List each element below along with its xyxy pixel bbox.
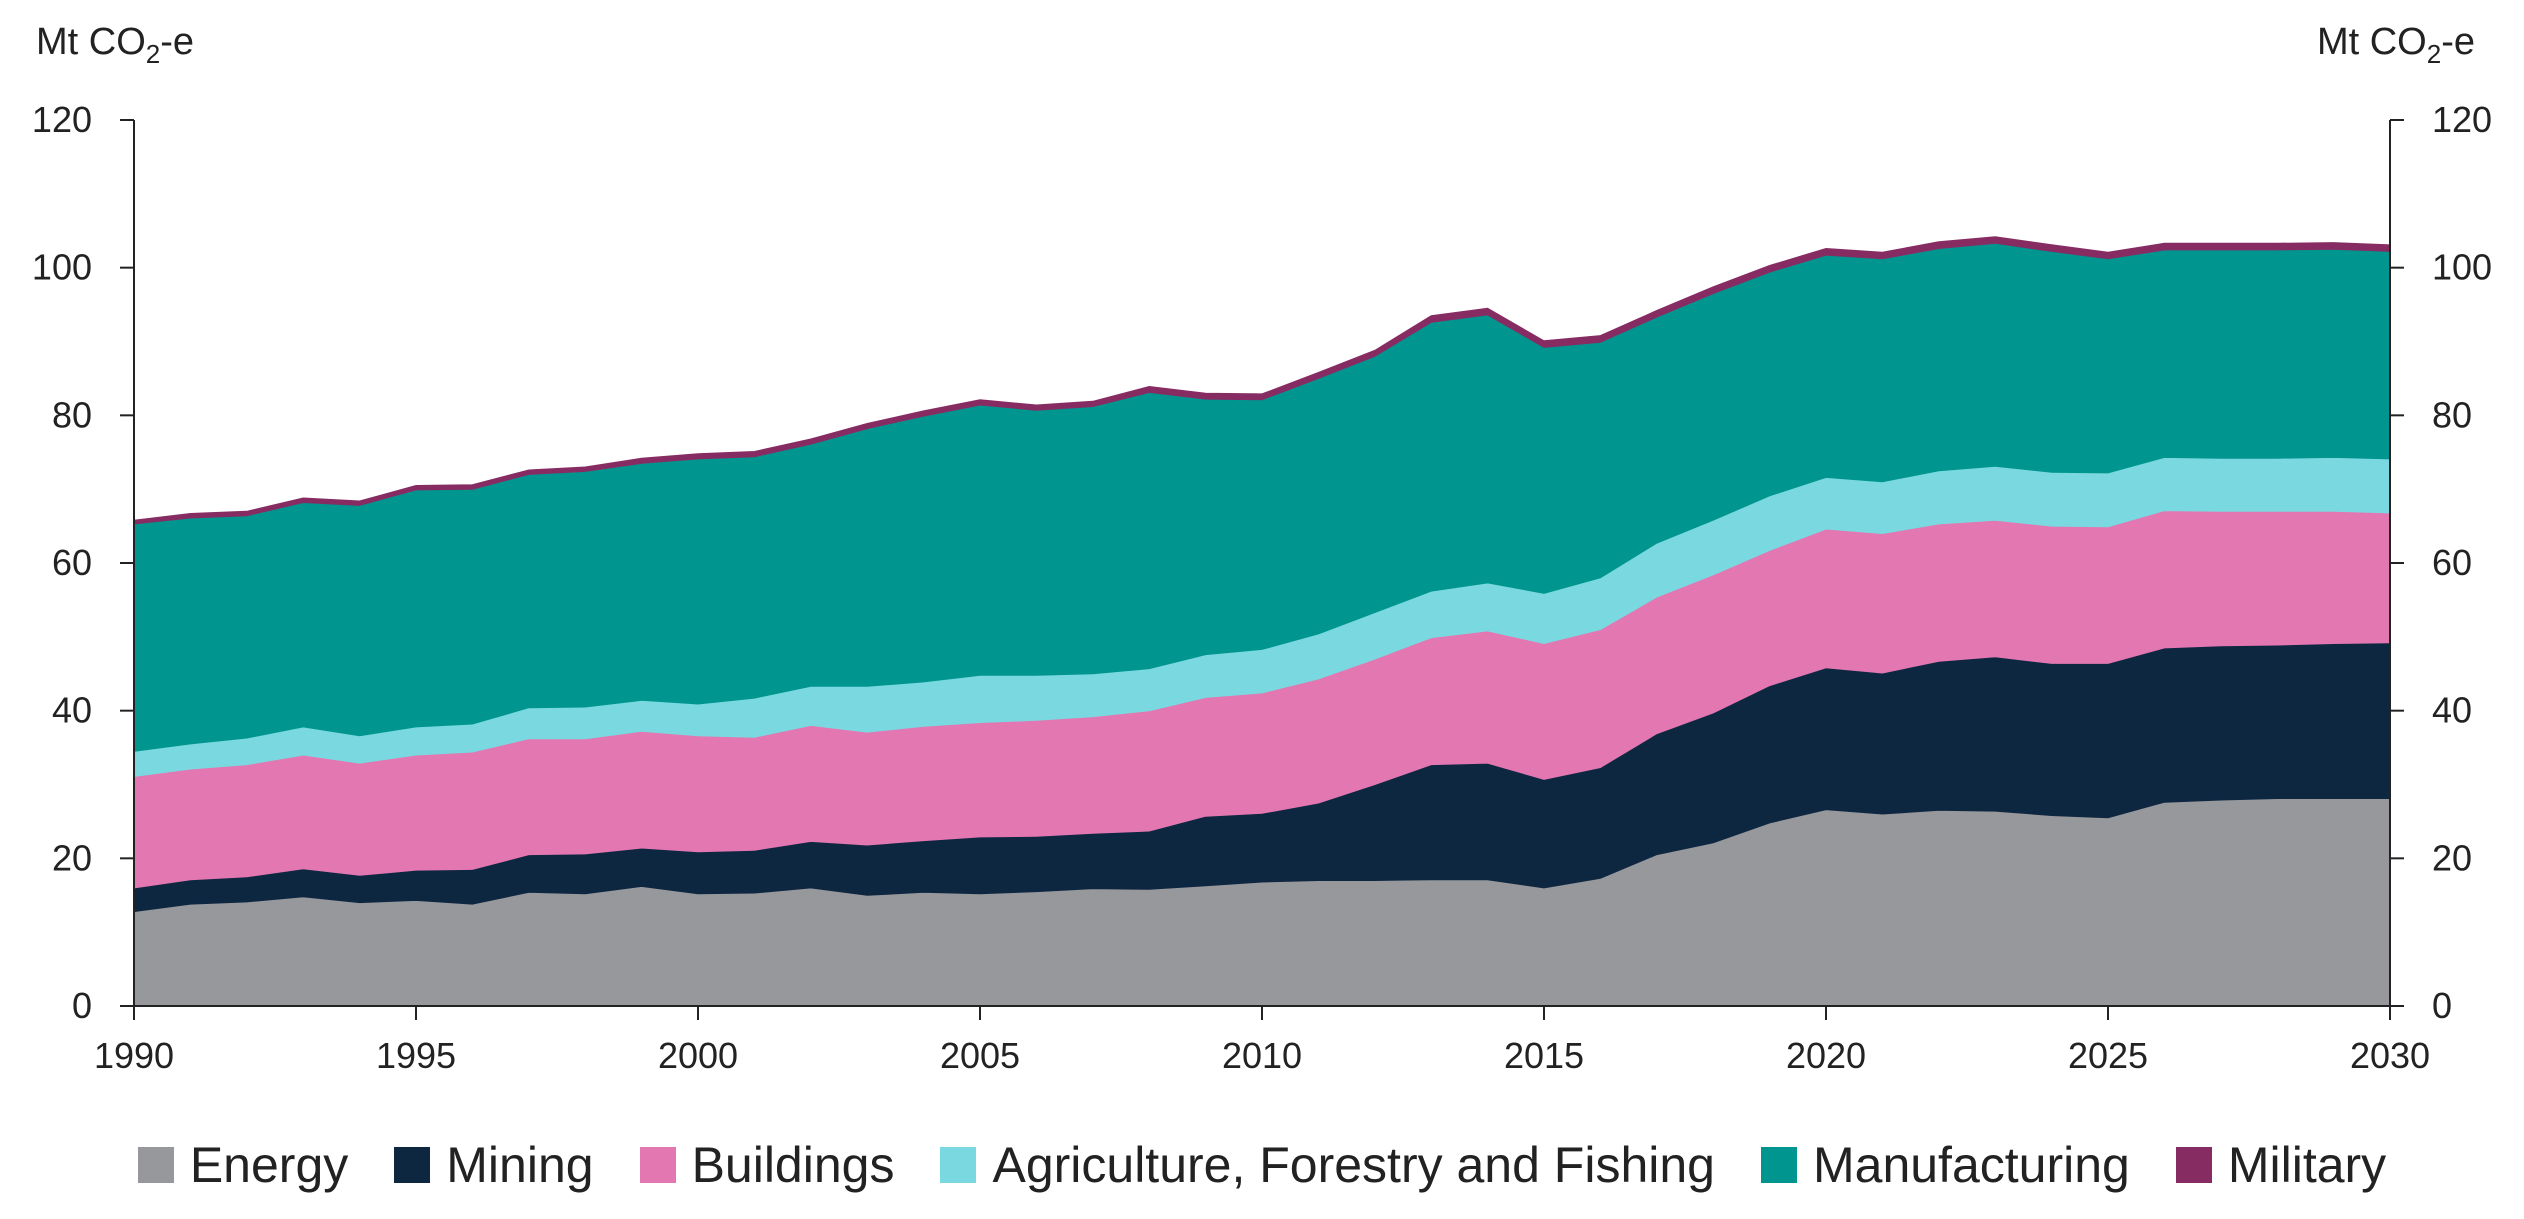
legend-swatch	[940, 1147, 977, 1183]
x-tick-label: 2010	[1222, 1035, 1302, 1076]
y-tick-label-left: 20	[52, 837, 92, 878]
x-tick-label: 2000	[658, 1035, 738, 1076]
legend-swatch	[2175, 1147, 2212, 1183]
x-tick-label: 2005	[940, 1035, 1020, 1076]
x-tick-label: 2020	[1786, 1035, 1866, 1076]
legend-label: Mining	[446, 1137, 594, 1193]
y-tick-label-right: 80	[2432, 394, 2472, 435]
x-tick-label: 2030	[2350, 1035, 2430, 1076]
legend-label: Agriculture, Forestry and Fishing	[992, 1137, 1715, 1193]
x-tick-label: 2025	[2068, 1035, 2148, 1076]
tick-marks	[120, 119, 2404, 1020]
y-tick-label-left: 80	[52, 394, 92, 435]
y-axis-unit-right: Mt CO2-e	[2317, 21, 2475, 69]
legend-swatch	[137, 1147, 174, 1183]
y-axis-unit-left: Mt CO2-e	[36, 21, 194, 69]
legend-label: Buildings	[691, 1137, 895, 1193]
x-tick-label: 2015	[1504, 1035, 1584, 1076]
legend-label: Military	[2227, 1137, 2387, 1193]
legend-swatch	[639, 1147, 676, 1183]
x-tick-label: 1990	[94, 1035, 174, 1076]
legend-item-agriculture-forestry-and-fishing: Agriculture, Forestry and Fishing	[940, 1136, 1715, 1194]
y-tick-label-right: 60	[2432, 542, 2472, 583]
legend-swatch	[394, 1147, 431, 1183]
y-tick-label-left: 100	[32, 247, 92, 288]
legend-item-military: Military	[2175, 1136, 2387, 1194]
legend-item-buildings: Buildings	[639, 1136, 895, 1194]
y-tick-label-right: 20	[2432, 837, 2472, 878]
legend-item-mining: Mining	[394, 1136, 594, 1194]
legend-label: Energy	[189, 1137, 349, 1193]
y-tick-label-left: 120	[32, 99, 92, 140]
chart-legend: Energy Mining Buildings Agriculture, Forest…	[0, 1130, 2524, 1200]
legend-swatch	[1760, 1147, 1797, 1183]
y-tick-label-left: 40	[52, 690, 92, 731]
y-tick-label-right: 0	[2432, 985, 2452, 1026]
legend-label: Manufacturing	[1812, 1137, 2130, 1193]
y-tick-label-left: 60	[52, 542, 92, 583]
y-tick-label-right: 40	[2432, 690, 2472, 731]
x-tick-label: 1995	[376, 1035, 456, 1076]
y-tick-label-right: 100	[2432, 247, 2492, 288]
stacked-areas	[133, 236, 2391, 1007]
y-tick-label-left: 0	[72, 985, 92, 1026]
legend-item-energy: Energy	[137, 1136, 349, 1194]
legend-item-manufacturing: Manufacturing	[1760, 1136, 2130, 1194]
y-tick-label-right: 120	[2432, 99, 2492, 140]
